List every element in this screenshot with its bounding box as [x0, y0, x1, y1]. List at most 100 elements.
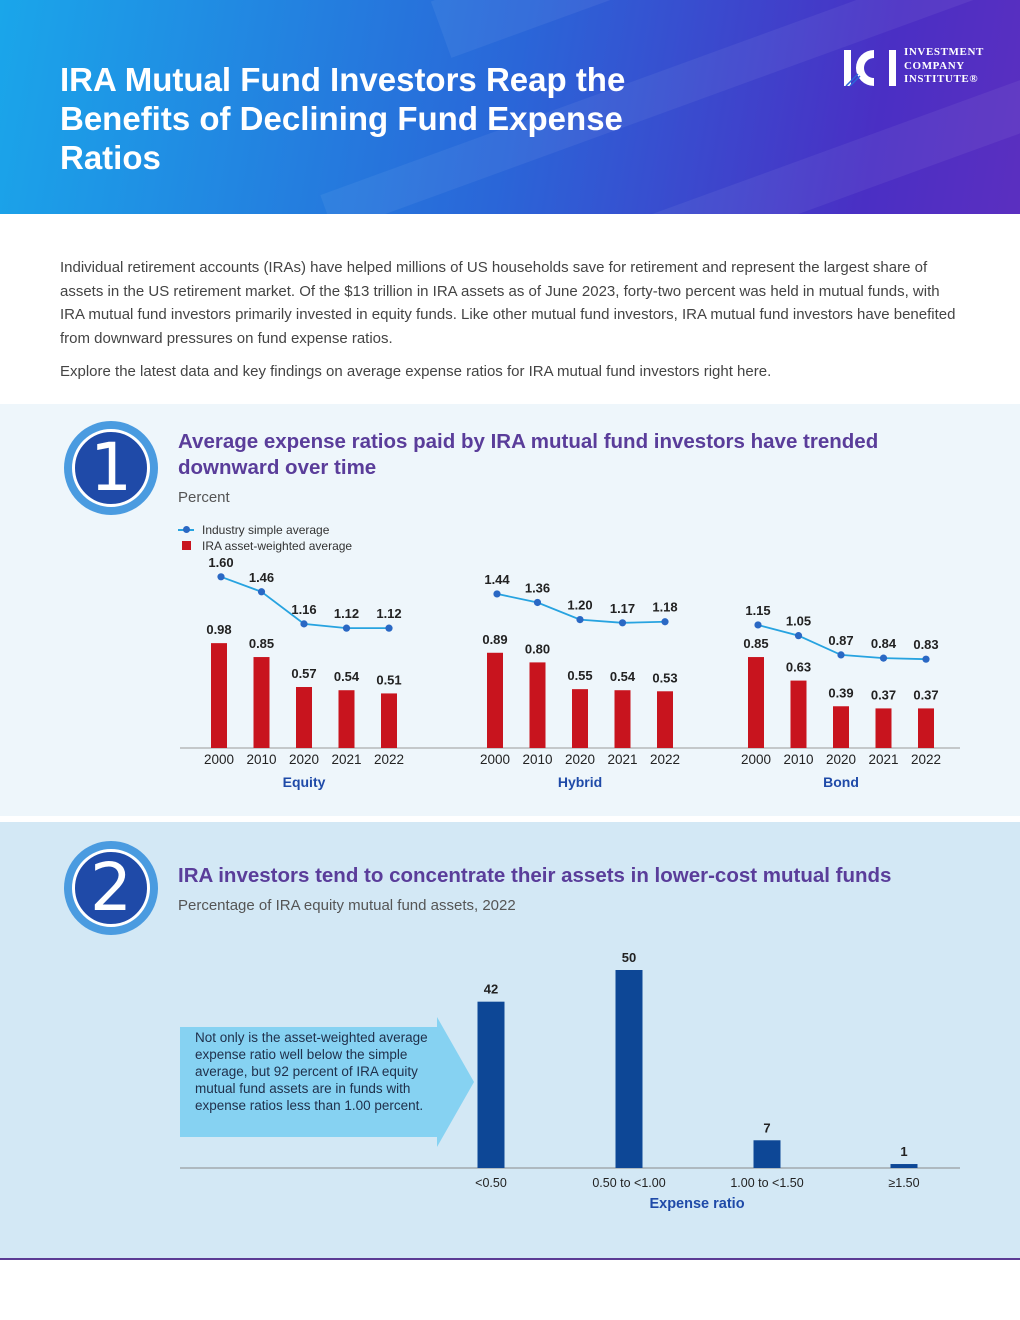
bar-value-label: 0.55 — [567, 668, 592, 683]
x-tick-label: 2021 — [868, 752, 898, 767]
bar-value-label: 42 — [484, 982, 498, 997]
group-label: Hybrid — [558, 774, 602, 790]
line-value-label: 1.16 — [291, 602, 316, 617]
legend-item-simple-average: Industry simple average — [178, 522, 352, 538]
intro-paragraph: Individual retirement accounts (IRAs) ha… — [60, 259, 956, 347]
x-tick-label: 2021 — [331, 752, 361, 767]
line-point — [342, 624, 351, 632]
bar-value-label: 0.54 — [334, 669, 360, 684]
line-point — [217, 573, 225, 581]
bar-value-label: 1 — [900, 1144, 907, 1159]
section-2-badge: 2 — [64, 841, 158, 935]
line-point — [257, 588, 266, 596]
line-value-label: 0.84 — [871, 636, 897, 651]
line-point — [754, 621, 762, 629]
bar — [890, 1164, 918, 1168]
line-value-label: 1.36 — [525, 580, 550, 595]
bar — [296, 687, 312, 748]
line-point — [879, 654, 888, 662]
line-point — [385, 624, 393, 632]
x-tick-label: 0.50 to <1.00 — [592, 1176, 665, 1190]
bar — [753, 1140, 781, 1168]
bar — [875, 708, 892, 748]
bar-value-label: 0.80 — [525, 641, 550, 656]
bar-value-label: 0.37 — [913, 687, 938, 702]
x-tick-label: 2022 — [911, 752, 941, 767]
header-banner: IRA Mutual Fund Investors Reap the Benef… — [0, 0, 1020, 214]
x-tick-label: 2022 — [650, 752, 680, 767]
bar — [614, 690, 631, 748]
bar — [748, 657, 764, 748]
line-value-label: 1.15 — [745, 603, 770, 618]
line-value-label: 1.46 — [249, 570, 274, 585]
bar — [529, 662, 546, 748]
group-label: Equity — [283, 774, 326, 790]
bar — [381, 693, 397, 748]
line-value-label: 1.05 — [786, 614, 811, 629]
x-axis-title: Expense ratio — [649, 1196, 744, 1212]
bar — [253, 657, 270, 748]
bar — [833, 706, 849, 748]
x-tick-label: 2020 — [565, 752, 595, 767]
bar-value-label: 50 — [622, 950, 636, 965]
line-value-label: 1.60 — [208, 555, 233, 570]
bar-value-label: 0.57 — [291, 666, 316, 681]
x-tick-label: 2000 — [480, 752, 510, 767]
line-value-label: 1.12 — [334, 606, 359, 621]
group-label: Bond — [823, 774, 859, 790]
line-point — [794, 632, 803, 640]
logo-line: INVESTMENT — [904, 46, 984, 58]
legend-item-asset-weighted: IRA asset-weighted average — [178, 538, 352, 554]
x-tick-label: 2000 — [204, 752, 234, 767]
section-1-subtitle: Percent — [178, 489, 230, 506]
bar-value-label: 0.53 — [652, 670, 677, 685]
section-2-background — [0, 822, 1020, 1258]
line-value-label: 1.12 — [376, 606, 401, 621]
x-tick-label: 2021 — [607, 752, 637, 767]
line-marker-icon — [183, 526, 190, 533]
x-tick-label: ≥1.50 — [888, 1176, 919, 1190]
bar — [487, 652, 503, 748]
ici-logo-mark — [844, 50, 896, 86]
x-tick-label: 2010 — [783, 752, 813, 767]
ici-logo-text: INVESTMENT COMPANY INSTITUTE® — [904, 46, 984, 87]
section-1-title: Average expense ratios paid by IRA mutua… — [178, 430, 879, 479]
logo-line: COMPANY — [904, 59, 965, 72]
x-tick-label: 2010 — [246, 752, 276, 767]
bar — [572, 689, 588, 748]
bar — [211, 643, 227, 748]
callout-arrow — [180, 1017, 474, 1147]
line-point — [300, 620, 308, 628]
x-tick-label: 1.00 to <1.50 — [730, 1176, 803, 1190]
x-tick-label: <0.50 — [475, 1176, 507, 1190]
asset-distribution-chart: 42 <0.50 50 0.50 to <1.00 7 1.00 to <1.50 1 ≥1.… — [180, 950, 960, 1212]
bar — [918, 708, 934, 748]
line-point — [618, 619, 627, 627]
line-point — [493, 590, 501, 598]
bar-value-label: 0.39 — [828, 685, 853, 700]
bar — [338, 690, 355, 748]
line-value-label: 0.87 — [828, 633, 853, 648]
x-tick-label: 2000 — [741, 752, 771, 767]
bar — [477, 1001, 505, 1168]
chart-legend: Industry simple average IRA asset-weight… — [178, 522, 352, 554]
line-point — [922, 655, 930, 663]
section-1-badge: 1 — [64, 421, 158, 515]
expense-ratio-chart: 0.98 0.85 0.57 0.54 0.51 1.60 1.46 1.16 1.12 1.12… — [180, 555, 960, 790]
page-title: IRA Mutual Fund Investors Reap the Benef… — [60, 61, 626, 176]
legend-label: Industry simple average — [202, 523, 330, 537]
x-tick-label: 2020 — [826, 752, 856, 767]
bar-value-label: 0.89 — [482, 632, 507, 647]
callout-text: Not only is the asset-weighted average e… — [195, 1030, 428, 1113]
line-value-label: 1.17 — [610, 601, 635, 616]
bar-value-label: 0.85 — [249, 636, 274, 651]
x-tick-label: 2010 — [522, 752, 552, 767]
section-2-title: IRA investors tend to concentrate their … — [178, 864, 892, 887]
bar-value-label: 0.85 — [743, 636, 768, 651]
section-number: 1 — [90, 429, 132, 506]
intro-paragraph-2: Explore the latest data and key findings… — [60, 363, 772, 380]
line-point — [661, 618, 669, 626]
bar-value-label: 7 — [763, 1120, 770, 1135]
bar-swatch-icon — [182, 541, 191, 550]
bar — [615, 970, 643, 1168]
